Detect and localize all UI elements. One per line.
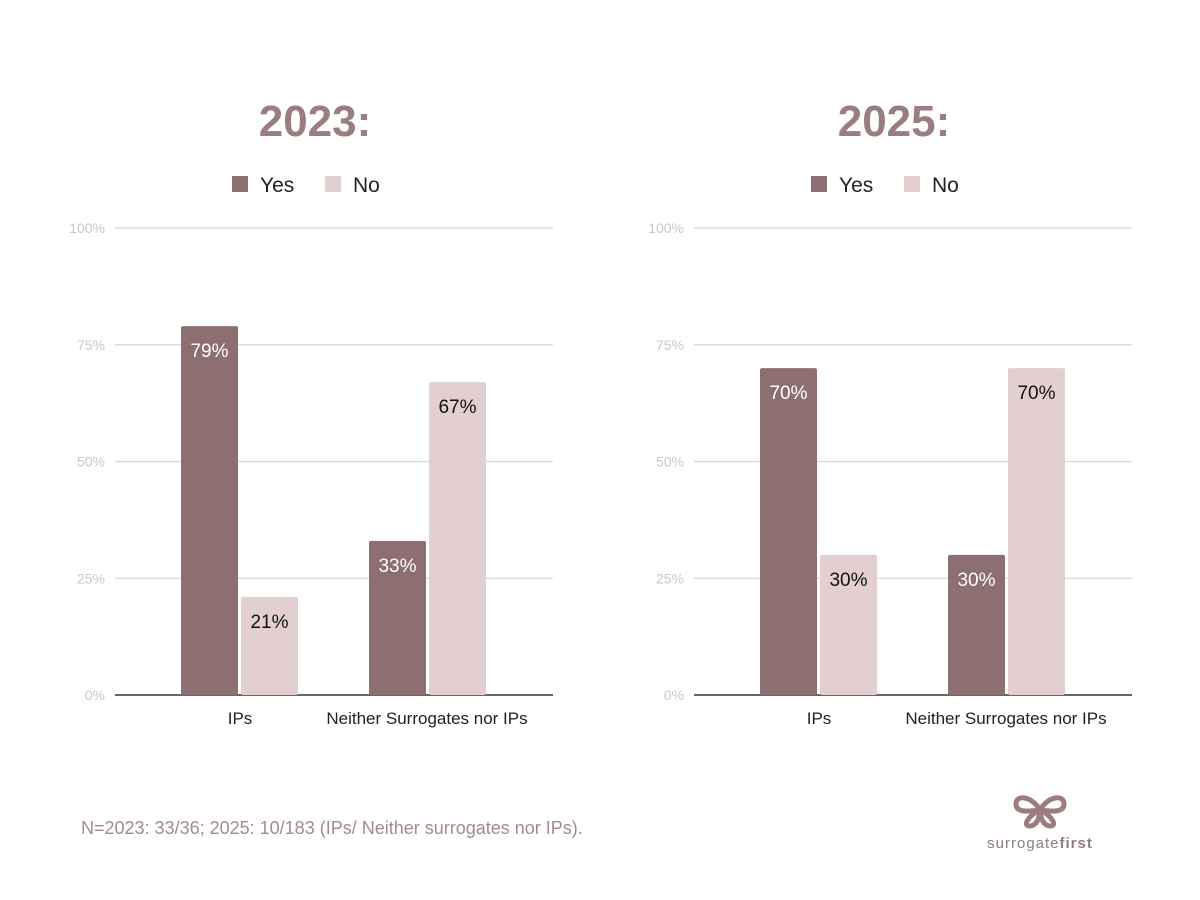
bar-data-label: 33%: [378, 556, 416, 577]
y-tick-label: 0%: [85, 687, 105, 703]
y-tick-label: 75%: [77, 337, 105, 353]
y-tick-label: 50%: [656, 454, 684, 470]
bar-data-label: 79%: [190, 341, 228, 362]
x-category-label: Neither Surrogates nor IPs: [326, 709, 527, 728]
y-tick-label: 25%: [656, 570, 684, 586]
y-tick-label: 50%: [77, 454, 105, 470]
legend-label-no: No: [353, 174, 380, 197]
bar-no: [241, 596, 298, 695]
bar-yes: [948, 554, 1005, 695]
y-tick-label: 25%: [77, 570, 105, 586]
bar-data-label: 21%: [250, 612, 288, 633]
y-tick-label: 0%: [664, 687, 684, 703]
legend-swatch-no: [904, 176, 920, 192]
butterfly-logo-icon: [1013, 795, 1067, 829]
footnote: N=2023: 33/36; 2025: 10/183 (IPs/ Neithe…: [81, 818, 583, 838]
y-tick-label: 100%: [648, 220, 684, 236]
legend-swatch-yes: [232, 176, 248, 192]
bar-yes: [760, 368, 817, 695]
bar-no: [429, 382, 486, 695]
logo-text: surrogatefirst: [987, 835, 1093, 852]
legend-swatch-no: [325, 176, 341, 192]
bar-data-label: 30%: [829, 570, 867, 591]
bar-data-label: 70%: [1017, 383, 1055, 404]
bar-no: [1008, 368, 1065, 695]
bar-yes: [369, 540, 426, 695]
chart-title: 2025:: [838, 97, 951, 146]
bar-no: [820, 554, 877, 695]
y-tick-label: 75%: [656, 337, 684, 353]
legend-label-no: No: [932, 174, 959, 197]
legend-label-yes: Yes: [839, 174, 873, 197]
x-category-label: Neither Surrogates nor IPs: [905, 709, 1106, 728]
bar-data-label: 70%: [769, 383, 807, 404]
x-category-label: IPs: [807, 709, 832, 728]
bar-data-label: 30%: [957, 570, 995, 591]
bar-data-label: 67%: [438, 397, 476, 418]
chart-title: 2023:: [259, 97, 372, 146]
logo: surrogatefirst: [975, 790, 1105, 852]
legend-label-yes: Yes: [260, 174, 294, 197]
bar-yes: [181, 326, 238, 695]
x-category-label: IPs: [228, 709, 253, 728]
legend-swatch-yes: [811, 176, 827, 192]
y-tick-label: 100%: [69, 220, 105, 236]
